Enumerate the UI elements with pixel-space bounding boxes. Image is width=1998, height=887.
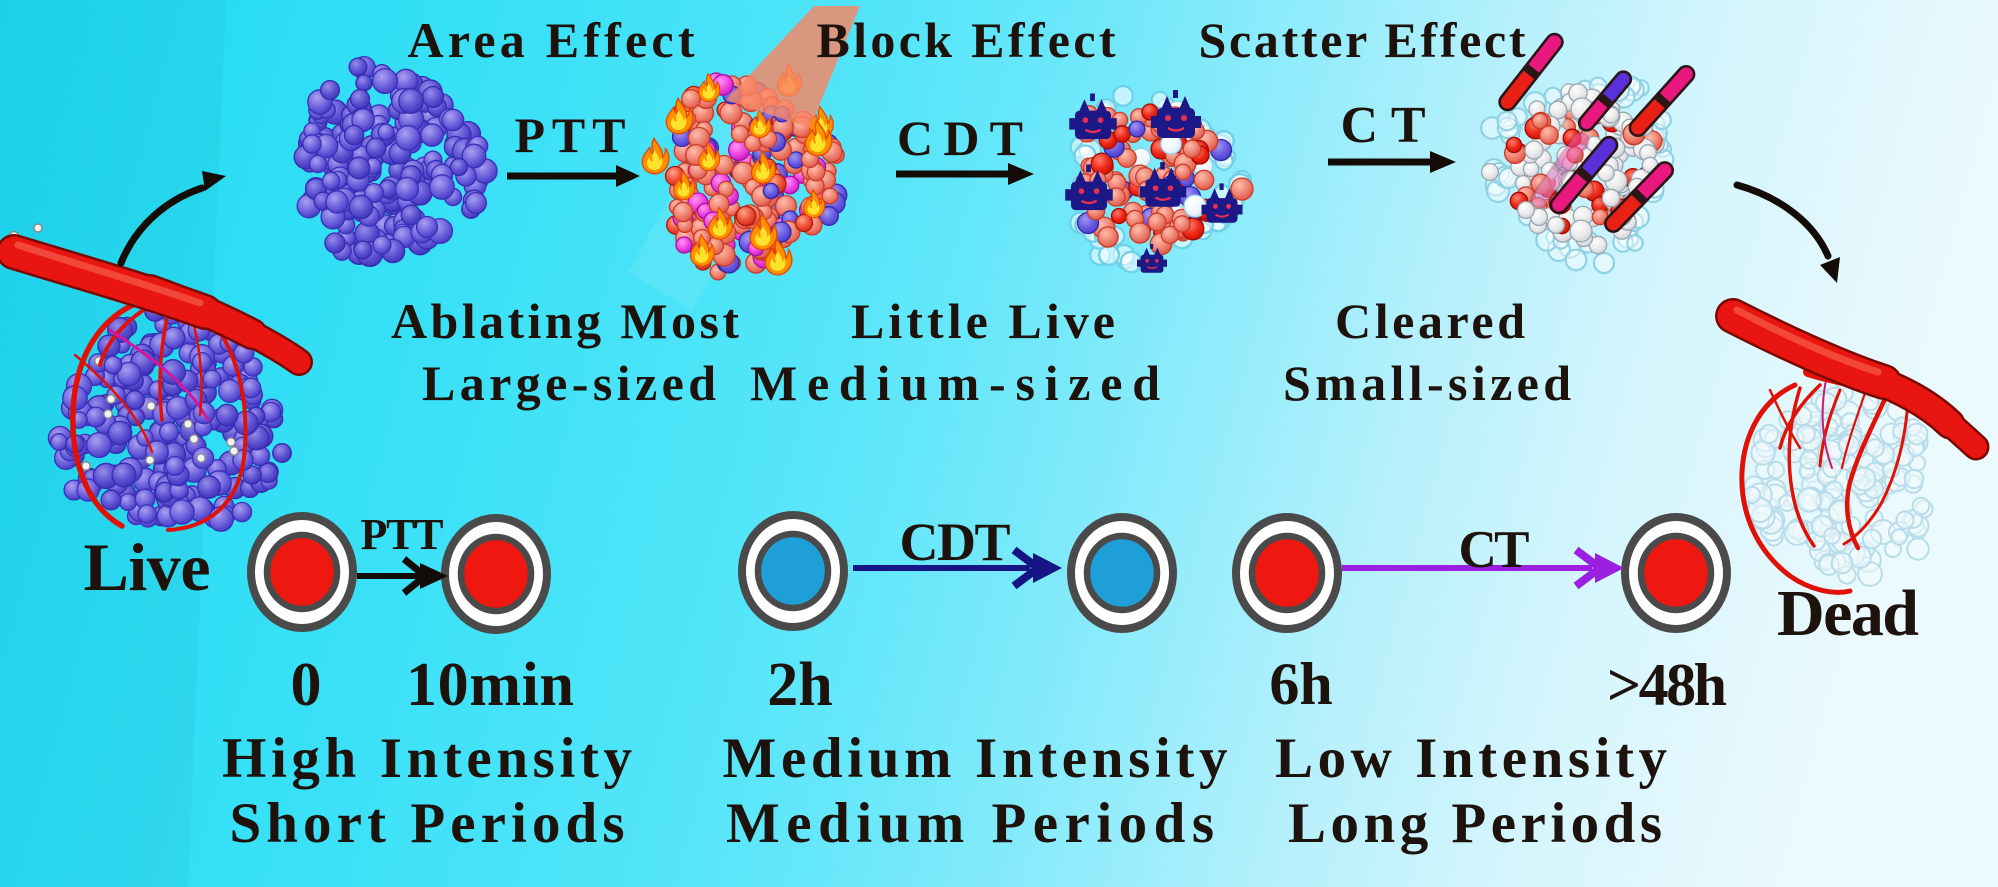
svg-text:PTT: PTT: [515, 107, 626, 163]
svg-text:CT: CT: [1459, 521, 1530, 579]
svg-text:0: 0: [291, 651, 322, 719]
svg-text:Ablating Most: Ablating Most: [391, 293, 739, 349]
svg-text:CDT: CDT: [900, 512, 1011, 572]
svg-text:Cleared: Cleared: [1335, 293, 1525, 349]
svg-text:CDT: CDT: [897, 110, 1023, 166]
svg-text:Small-sized: Small-sized: [1283, 355, 1571, 411]
svg-text:2h: 2h: [767, 651, 832, 719]
svg-text:6h: 6h: [1269, 651, 1332, 717]
svg-text:>48h: >48h: [1607, 652, 1727, 718]
svg-text:Area Effect: Area Effect: [408, 12, 695, 68]
svg-text:Dead: Dead: [1777, 577, 1919, 650]
svg-text:Medium Periods: Medium Periods: [726, 792, 1214, 855]
svg-text:Low Intensity: Low Intensity: [1275, 727, 1667, 790]
svg-text:PTT: PTT: [361, 510, 444, 559]
svg-text:Block Effect: Block Effect: [817, 12, 1116, 68]
svg-text:High Intensity: High Intensity: [222, 727, 632, 790]
svg-text:Little Live: Little Live: [851, 293, 1115, 349]
svg-text:10min: 10min: [406, 651, 574, 719]
svg-text:Scatter Effect: Scatter Effect: [1199, 12, 1526, 68]
svg-text:Live: Live: [84, 529, 211, 605]
svg-text:Short Periods: Short Periods: [230, 792, 625, 855]
svg-text:Long Periods: Long Periods: [1288, 792, 1662, 855]
